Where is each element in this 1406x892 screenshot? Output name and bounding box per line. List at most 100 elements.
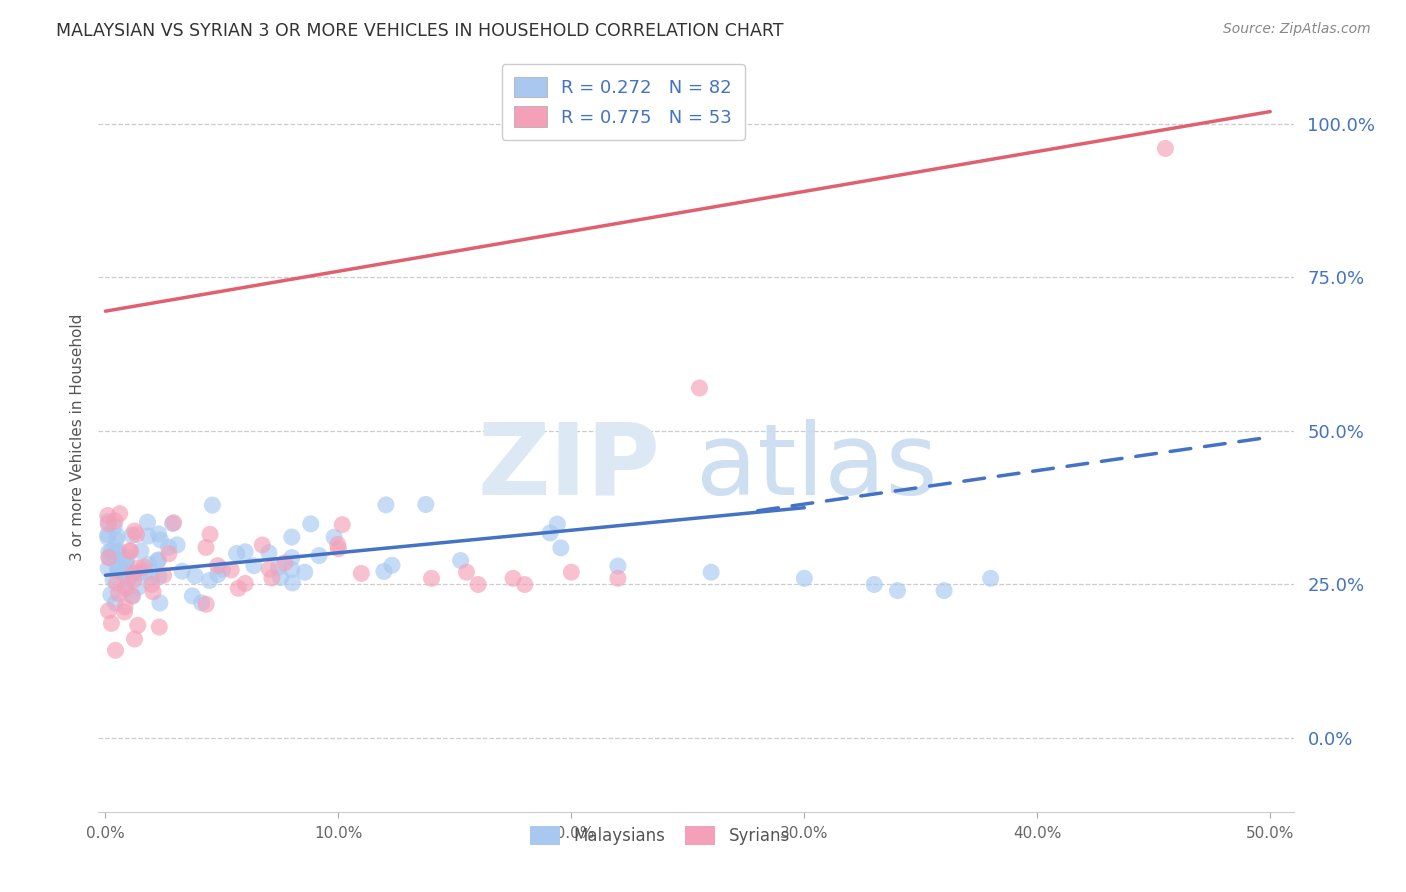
Point (207, 567, 229, 582)
Point (270, 571, 292, 585)
Point (226, 582, 249, 596)
Point (108, 507, 131, 521)
Point (211, 562, 233, 576)
Point (252, 538, 274, 552)
Point (793, 571, 815, 585)
Point (148, 620, 170, 634)
Point (107, 586, 129, 600)
Point (195, 597, 218, 611)
Point (450, 553, 472, 567)
Point (127, 618, 149, 632)
Point (606, 571, 628, 585)
Point (97, 561, 120, 575)
Point (114, 599, 136, 614)
Point (294, 566, 316, 580)
Point (375, 498, 398, 512)
Point (207, 558, 229, 573)
Point (148, 569, 170, 583)
Point (107, 563, 129, 577)
Point (274, 556, 297, 570)
Point (163, 516, 186, 530)
Point (1154, 141, 1177, 155)
Point (127, 580, 149, 594)
Point (420, 571, 443, 585)
Point (114, 582, 136, 597)
Point (97, 508, 120, 523)
Point (146, 554, 169, 568)
Point (121, 589, 143, 603)
Point (97, 515, 120, 529)
Point (100, 588, 122, 602)
Point (456, 565, 478, 579)
Point (259, 562, 281, 576)
Point (138, 558, 160, 572)
Point (124, 524, 146, 538)
Point (194, 541, 217, 555)
Point (886, 583, 908, 598)
Point (308, 549, 330, 563)
Point (121, 566, 143, 581)
Point (219, 563, 242, 577)
Point (932, 583, 955, 598)
Point (225, 547, 247, 561)
Point (105, 575, 128, 590)
Point (550, 541, 572, 555)
Point (373, 565, 395, 579)
Point (115, 550, 138, 565)
Point (299, 516, 322, 531)
Point (546, 517, 568, 532)
Point (281, 530, 304, 544)
Point (415, 498, 437, 512)
Point (97, 550, 120, 565)
Point (350, 566, 373, 581)
Text: atlas: atlas (696, 418, 938, 516)
Point (330, 517, 353, 532)
Point (700, 565, 723, 579)
Point (141, 577, 163, 591)
Point (181, 589, 204, 603)
Point (201, 498, 224, 512)
Point (125, 527, 148, 541)
Point (114, 605, 136, 619)
Point (142, 584, 165, 599)
Point (105, 545, 128, 559)
Point (100, 616, 122, 631)
Point (115, 558, 138, 573)
Point (97, 527, 120, 541)
Point (281, 563, 304, 577)
Point (120, 544, 142, 558)
Point (157, 547, 180, 561)
Text: ZIP: ZIP (477, 418, 661, 516)
Point (148, 553, 170, 567)
Point (101, 573, 124, 587)
Point (132, 560, 155, 574)
Point (243, 558, 266, 573)
Point (260, 571, 283, 585)
Point (157, 541, 180, 555)
Point (122, 573, 145, 587)
Point (117, 573, 139, 587)
Point (190, 596, 212, 610)
Point (103, 519, 125, 533)
Point (114, 581, 136, 595)
Point (104, 514, 127, 528)
Point (257, 546, 280, 560)
Point (98, 550, 121, 565)
Point (281, 576, 304, 591)
Point (326, 537, 349, 551)
Point (97, 530, 120, 544)
Point (134, 566, 156, 580)
Point (281, 550, 304, 565)
Point (162, 516, 184, 531)
Point (128, 566, 150, 580)
Point (121, 589, 143, 603)
Point (136, 515, 159, 529)
Text: MALAYSIAN VS SYRIAN 3 OR MORE VEHICLES IN HOUSEHOLD CORRELATION CHART: MALAYSIAN VS SYRIAN 3 OR MORE VEHICLES I… (56, 22, 783, 40)
Point (104, 643, 127, 657)
Point (538, 525, 561, 540)
Point (513, 577, 536, 591)
Legend: Malaysians, Syrians: Malaysians, Syrians (523, 820, 797, 852)
Point (323, 530, 346, 544)
Y-axis label: 3 or more Vehicles in Household: 3 or more Vehicles in Household (70, 313, 86, 561)
Point (184, 568, 207, 582)
